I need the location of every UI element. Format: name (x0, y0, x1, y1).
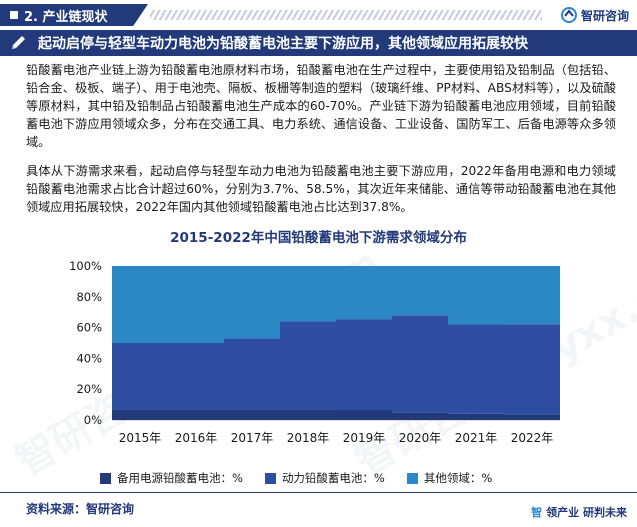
bar-segment-series-2 (168, 266, 224, 343)
bar-segment-series-2 (112, 266, 168, 343)
footer-divider (0, 492, 637, 493)
bar-segment-series-1 (336, 319, 392, 410)
x-tick-label: 2015年 (119, 431, 162, 445)
brand-logo-icon (560, 7, 577, 23)
bar-segment-series-0 (280, 409, 336, 420)
legend-item: 动力铅酸蓄电池：% (264, 470, 385, 486)
legend-label: 动力铅酸蓄电池：% (281, 471, 385, 485)
bar-segment-series-2 (224, 266, 280, 339)
stacked-bar-chart: 0% 20% 40% 60% 80% 100% 2015年 2016年 2017年 2018年 20… (69, 259, 560, 445)
bar-segment-series-0 (504, 414, 560, 420)
pencil-icon (12, 36, 25, 49)
bar-segment-series-1 (392, 315, 448, 413)
legend-swatch (100, 472, 111, 484)
headline-banner: 起动启停与轻型车动力电池为铅酸蓄电池主要下游应用，其他领域应用拓展较快 (0, 30, 637, 56)
square-icon (10, 11, 18, 19)
legend-swatch (264, 472, 276, 484)
brand-logo: 智研咨询 (560, 5, 629, 25)
y-tick-label: 40% (76, 351, 102, 365)
paragraph-downstream: 具体从下游需求来看，起动启停与轻型车动力电池为铅酸蓄电池主要下游应用，2022年… (26, 164, 616, 214)
source-note: 资料来源：智研咨询 (26, 502, 135, 516)
x-tick-label: 2016年 (175, 431, 218, 445)
y-tick-label: 80% (76, 290, 102, 304)
section-tab: 2. 产业链现状 (0, 4, 148, 26)
y-tick-label: 100% (69, 259, 102, 273)
bar-segment-series-1 (448, 324, 504, 414)
paragraph-upstream: 铅酸蓄电池产业链上游为铅酸蓄电池原材料市场，铅酸蓄电池在生产过程中，主要使用铅及… (26, 63, 616, 149)
x-tick-label: 2017年 (231, 431, 274, 445)
bar-segment-series-2 (336, 266, 392, 320)
legend-label: 备用电源铅酸蓄电池：% (117, 471, 243, 485)
chart-title: 2015-2022年中国铅酸蓄电池下游需求领域分布 (170, 230, 467, 246)
legend-item: 备用电源铅酸蓄电池：% (100, 470, 243, 486)
bar-segment-series-1 (504, 324, 560, 415)
y-tick-label: 0% (84, 413, 102, 427)
bar-segment-series-1 (224, 338, 280, 410)
bar-segment-series-2 (504, 266, 560, 325)
decorative-stripes (150, 10, 542, 20)
headline-text: 起动启停与轻型车动力电池为铅酸蓄电池主要下游应用，其他领域应用拓展较快 (38, 36, 528, 52)
bar-segment-series-0 (448, 413, 504, 420)
chart-legend: 备用电源铅酸蓄电池：% 动力铅酸蓄电池：% 其他领域：% (100, 470, 492, 486)
x-tick-label: 2021年 (455, 431, 498, 445)
section-title: 2. 产业链现状 (24, 9, 108, 25)
bar-segment-series-1 (112, 343, 168, 410)
x-tick-label: 2020年 (399, 431, 442, 445)
legend-swatch (406, 472, 418, 484)
y-tick-label: 20% (76, 382, 102, 396)
bar-segment-series-0 (392, 412, 448, 420)
bar-segment-series-0 (224, 409, 280, 420)
brand-name: 智研咨询 (580, 8, 629, 23)
x-tick-label: 2019年 (343, 431, 386, 445)
bar-segment-series-1 (280, 321, 336, 410)
footer-brand: 智 领产业 研判未来 (531, 504, 627, 520)
bar-segment-series-0 (336, 409, 392, 420)
bar-segment-series-2 (280, 266, 336, 322)
y-tick-label: 60% (76, 321, 102, 335)
legend-item: 其他领域：% (406, 470, 493, 486)
bar-segment-series-2 (392, 266, 448, 316)
bar-segment-series-0 (168, 409, 224, 420)
legend-label: 其他领域：% (423, 471, 493, 485)
footer-brand-slogan: 领产业 研判未来 (546, 506, 627, 519)
top-bar: 2. 产业链现状 智研咨询 (0, 0, 637, 30)
x-tick-label: 2018年 (287, 431, 330, 445)
bar-segment-series-1 (168, 343, 224, 410)
bar-segment-series-0 (112, 409, 168, 420)
x-tick-label: 2022年 (511, 431, 554, 445)
footer-brand-mark: 智 (531, 506, 543, 519)
bar-segment-series-2 (448, 266, 504, 325)
